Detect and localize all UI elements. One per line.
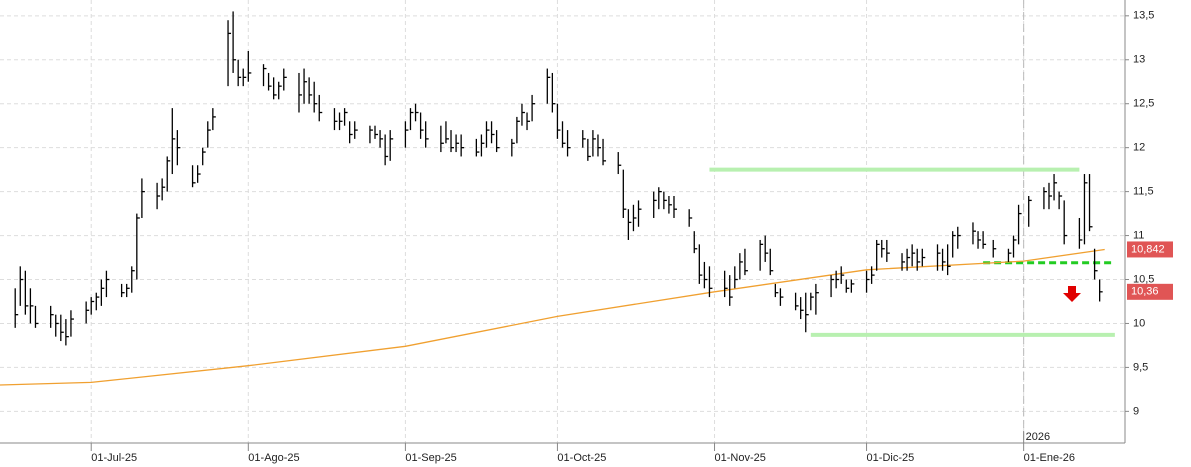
year-label: 2026: [1026, 431, 1050, 443]
x-tick-label: 01-Oct-25: [557, 452, 606, 464]
x-tick-label: 01-Jul-25: [91, 452, 137, 464]
y-tick-label: 12,5: [1133, 98, 1154, 110]
price-label-box: [1127, 241, 1173, 258]
y-tick-label: 10,5: [1133, 273, 1154, 285]
x-tick-label: 01-Dic-25: [867, 452, 915, 464]
y-tick-label: 13,5: [1133, 10, 1154, 22]
y-tick-label: 13: [1133, 54, 1145, 66]
down-arrow: [1063, 286, 1081, 302]
y-tick-label: 11: [1133, 229, 1144, 241]
x-tick-label: 01-Ago-25: [248, 452, 299, 464]
y-tick-label: 9: [1133, 405, 1139, 417]
y-tick-label: 10: [1133, 317, 1145, 329]
y-tick-label: 12: [1133, 142, 1145, 154]
moving-average: [0, 248, 1105, 386]
price-label: 10,842: [1131, 243, 1165, 255]
price-label-box: [1127, 283, 1173, 300]
price-label: 10,36: [1131, 286, 1159, 298]
x-tick-label: 01-Sep-25: [405, 452, 456, 464]
y-tick-label: 11,5: [1133, 186, 1154, 198]
plot: [0, 11, 1115, 386]
axes: 9 9,5 10 10,5 11 11,5 12 12,5 13 13,5 01-Jul-25 01-…: [90, 10, 1173, 464]
x-tick-label: 01-Ene-26: [1024, 452, 1075, 464]
y-tick-label: 9,5: [1133, 361, 1148, 373]
x-tick-label: 01-Nov-25: [715, 452, 766, 464]
